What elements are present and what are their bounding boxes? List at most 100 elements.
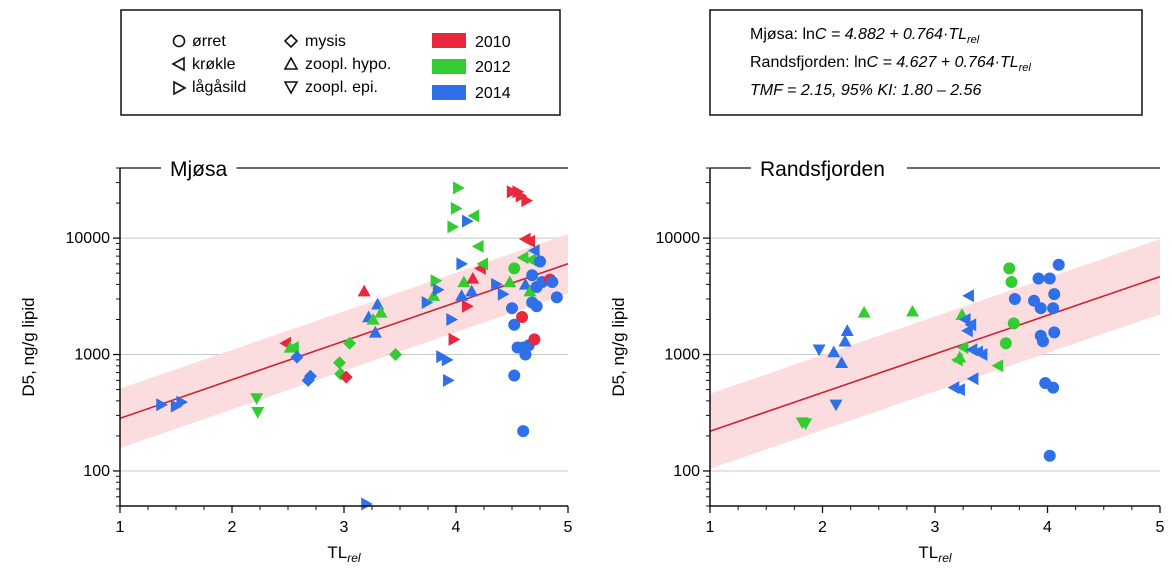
panel-randsfjorden: 1 2 3 4 5 100 1000 10000 Randsfjorden TLrel D5, ng…	[609, 154, 1165, 565]
y-tick-label: 1000	[74, 347, 110, 364]
data-point-triangle-right-2010	[521, 194, 534, 208]
data-point-triangle-left-2014	[962, 289, 974, 303]
data-point-circle-2014	[1037, 335, 1049, 348]
legend-shape-triangle-right	[173, 80, 187, 96]
data-point-triangle-left-2012	[516, 251, 529, 265]
data-point-circle-2014	[1043, 449, 1056, 462]
data-point-triangle-right-2014	[156, 398, 168, 412]
legend-shape-triangle-up	[283, 56, 299, 70]
data-point-triangle-up-2012	[906, 304, 919, 317]
data-point-triangle-up-2014	[840, 324, 854, 336]
data-point-triangle-up-2014	[368, 325, 382, 338]
x-axis-label: TLrel	[327, 543, 361, 565]
data-point-circle-2014	[550, 291, 563, 304]
legend-swatch-2010	[432, 33, 466, 48]
legend-label-mysis: mysis	[305, 33, 346, 50]
data-point-diamond-2012	[343, 336, 357, 350]
x-axis-label-sub: rel	[938, 551, 952, 565]
data-point-circle-2012	[1005, 275, 1018, 288]
data-point-triangle-right-2014	[491, 277, 503, 291]
data-point-circle-2010	[516, 311, 529, 324]
data-point-triangle-left-2010	[523, 234, 536, 248]
data-point-triangle-left-2012	[991, 359, 1004, 373]
data-point-triangle-right-2012	[453, 181, 465, 195]
x-tick-label: 4	[1043, 519, 1052, 536]
data-point-triangle-left-2014	[964, 318, 977, 332]
data-point-triangle-right-2014	[432, 283, 445, 297]
data-point-triangle-right-2012	[447, 220, 460, 234]
legend-label-zoopl-epi: zoopl. epi.	[305, 79, 378, 96]
y-tick-label: 100	[673, 463, 700, 480]
x-tick-label: 3	[931, 519, 940, 536]
panel-title: Randsfjorden	[760, 158, 885, 181]
data-point-diamond-2014	[290, 350, 304, 364]
data-point-diamond-2012	[389, 348, 403, 362]
data-point-triangle-left-2014	[975, 348, 988, 362]
data-point-circle-2012	[1007, 317, 1020, 330]
data-point-triangle-up-2010	[357, 284, 371, 297]
equation-tmf: TMF = 2.15, 95% KI: 1.80 – 2.56	[750, 82, 982, 99]
data-point-circle-2014	[534, 255, 546, 268]
data-point-triangle-up-2012	[366, 312, 380, 325]
x-axis-label-main: TL	[327, 543, 347, 562]
y-tick-label: 100	[83, 463, 110, 480]
data-point-triangle-right-2014	[176, 395, 189, 409]
data-point-triangle-left-2012	[476, 257, 489, 271]
x-tick-label: 2	[228, 519, 237, 536]
data-point-triangle-up-2012	[523, 284, 537, 297]
x-tick-label: 4	[452, 519, 461, 536]
data-point-circle-2012	[1003, 262, 1016, 275]
data-point-triangle-down-2012	[250, 393, 264, 405]
data-point-triangle-left-2014	[953, 383, 965, 397]
data-point-circle-2014	[1048, 326, 1061, 339]
data-point-triangle-up-2012	[503, 275, 517, 288]
x-tick-label: 1	[116, 519, 125, 536]
data-point-triangle-right-2014	[497, 287, 510, 301]
legend-swatch-2014	[432, 85, 466, 100]
x-tick-label: 3	[340, 519, 349, 536]
data-point-circle-2014	[508, 318, 521, 331]
data-point-triangle-up-2014	[838, 334, 852, 347]
title-background	[751, 154, 907, 182]
title-background	[161, 154, 237, 182]
data-point-circle-2014	[1008, 292, 1021, 305]
data-point-circle-2014	[530, 300, 543, 313]
data-point-circle-2014	[1047, 302, 1060, 315]
x-tick-label: 5	[1156, 519, 1165, 536]
data-point-triangle-left-2012	[524, 253, 537, 267]
data-point-triangle-down-2012	[251, 406, 265, 419]
data-point-triangle-right-2010	[462, 299, 474, 313]
data-point-triangle-down-2012	[799, 418, 813, 431]
legend: ørret krøkle lågåsild mysis zoopl. hypo.…	[120, 9, 561, 116]
x-axis-label-sub: rel	[347, 551, 361, 565]
data-point-triangle-up-2010	[466, 271, 480, 284]
data-point-circle-2014	[517, 425, 530, 438]
data-point-triangle-up-2012	[457, 275, 471, 288]
data-point-triangle-right-2014	[441, 353, 454, 367]
data-point-triangle-up-2014	[455, 289, 469, 301]
data-point-triangle-right-2014	[421, 295, 434, 309]
legend-shape-triangle-down	[283, 81, 299, 95]
legend-shape-circle	[172, 34, 186, 48]
regression-line	[709, 275, 1161, 432]
data-point-circle-2014	[1048, 288, 1061, 301]
data-point-triangle-up-2012	[857, 305, 871, 318]
data-point-triangle-right-2014	[462, 214, 474, 228]
panel-title: Mjøsa	[170, 158, 227, 181]
legend-shape-triangle-left	[171, 56, 185, 72]
data-point-circle-2014	[1047, 381, 1060, 394]
data-point-diamond-2014	[303, 369, 317, 383]
legend-swatch-2012	[432, 59, 466, 74]
legend-shape-diamond	[283, 33, 299, 49]
legend-year-2012: 2012	[475, 59, 511, 76]
legend-label-orret: ørret	[192, 33, 226, 50]
data-point-circle-2012	[999, 337, 1012, 350]
data-point-triangle-right-2010	[448, 332, 461, 346]
data-point-circle-2014	[519, 348, 532, 361]
data-point-circle-2014	[546, 275, 559, 288]
data-point-triangle-right-2014	[361, 497, 373, 511]
data-point-triangle-left-2014	[527, 244, 540, 258]
legend-label-krokle: krøkle	[192, 56, 236, 73]
data-point-circle-2014	[506, 302, 518, 315]
legend-year-2014: 2014	[475, 85, 511, 102]
